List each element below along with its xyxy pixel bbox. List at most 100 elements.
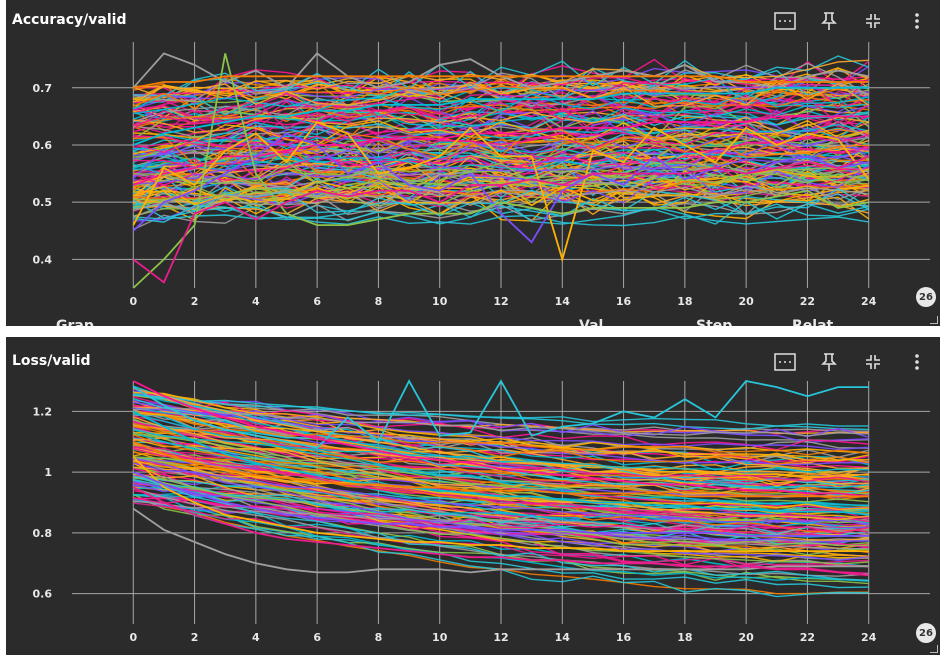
x-tick-label: 8: [375, 631, 383, 644]
collapse-icon[interactable]: [860, 8, 886, 34]
series-line: [132, 471, 869, 537]
run-line: [133, 97, 869, 129]
fit-domain-icon[interactable]: [772, 8, 798, 34]
run-line: [133, 85, 869, 109]
tick-labels: 0 2 4 6 8 10 12 14 16 18 20 22 240.60.811.2: [33, 405, 877, 644]
x-tick-label: 18: [677, 295, 692, 308]
run-line: [133, 497, 869, 535]
run-line: [133, 161, 869, 185]
run-line: [133, 422, 869, 456]
run-line: [133, 497, 869, 589]
x-tick-label: 0: [129, 631, 137, 644]
run-line: [133, 475, 869, 543]
run-line: [133, 394, 869, 427]
run-line: [133, 473, 869, 565]
resize-handle[interactable]: [930, 316, 938, 324]
x-tick-label: 2: [191, 295, 199, 308]
run-line: [133, 184, 870, 222]
chart-toolbar: [772, 349, 930, 375]
x-tick-label: 4: [252, 295, 260, 308]
x-tick-label: 8: [375, 295, 383, 308]
collapse-icon[interactable]: [860, 349, 886, 375]
run-line: [133, 176, 869, 216]
x-tick-label: 12: [493, 295, 508, 308]
resize-handle[interactable]: [930, 645, 938, 653]
chart-title: Accuracy/valid: [12, 12, 127, 28]
run-line: [133, 146, 869, 184]
tick-labels: 0 2 4 6 8 10 12 14 16 18 20 22 240.40.50.60.7: [33, 82, 877, 308]
pin-icon[interactable]: [816, 349, 842, 375]
more-vert-icon[interactable]: [904, 349, 930, 375]
x-tick-label: 2: [191, 631, 199, 644]
run-line: [133, 434, 869, 533]
run-line: [133, 437, 869, 474]
accuracy-plot[interactable]: 0 2 4 6 8 10 12 14 16 18 20 22 240.40.50.60.7: [6, 0, 940, 326]
run-line: [132, 136, 870, 180]
series-lines: [132, 52, 870, 289]
run-line: [132, 187, 870, 219]
pin-icon[interactable]: [816, 8, 842, 34]
run-line: [133, 112, 869, 152]
run-line: [133, 111, 869, 134]
run-line: [133, 459, 869, 560]
x-tick-label: 6: [313, 295, 321, 308]
run-line: [133, 486, 869, 514]
step-badge[interactable]: 26: [916, 287, 936, 307]
x-tick-label: 10: [432, 631, 448, 644]
run-line: [133, 193, 870, 219]
y-tick-label: 0.5: [33, 196, 53, 209]
run-line: [133, 416, 869, 521]
run-line: [133, 172, 869, 186]
series-line: [133, 75, 869, 89]
truncated-header: Val: [579, 318, 604, 326]
series-line: [132, 121, 870, 263]
series-line: [132, 379, 869, 449]
run-line: [133, 463, 869, 536]
x-tick-label: 14: [555, 631, 571, 644]
y-tick-label: 1: [44, 466, 52, 479]
run-line: [133, 406, 869, 437]
run-line: [133, 132, 869, 154]
x-tick-label: 24: [861, 295, 877, 308]
y-tick-label: 0.8: [33, 527, 53, 540]
x-tick-label: 20: [738, 295, 754, 308]
y-tick-label: 0.6: [33, 588, 53, 601]
x-tick-label: 18: [677, 631, 692, 644]
step-badge[interactable]: 26: [916, 623, 936, 643]
x-tick-label: 4: [252, 631, 260, 644]
x-tick-label: 22: [800, 631, 815, 644]
run-line: [133, 448, 869, 523]
loss-plot[interactable]: 0 2 4 6 8 10 12 14 16 18 20 22 240.60.811.2: [6, 337, 940, 655]
x-tick-label: 16: [616, 295, 632, 308]
series-line: [132, 155, 870, 284]
truncated-header: Grap: [56, 318, 94, 326]
run-line: [133, 422, 869, 483]
run-line: [133, 500, 869, 536]
x-tick-label: 14: [555, 295, 571, 308]
series-line: [132, 486, 869, 577]
loss-chart-card: 0 2 4 6 8 10 12 14 16 18 20 22 24 0.6 0.8 1 1.2 Loss/val…: [6, 337, 940, 655]
run-line: [133, 410, 869, 479]
run-line: [133, 420, 869, 510]
run-line: [133, 459, 869, 511]
series-line: [132, 410, 869, 516]
run-line: [133, 446, 869, 520]
series-line: [132, 456, 869, 553]
run-line: [133, 55, 869, 97]
run-line: [133, 164, 870, 222]
y-tick-label: 0.7: [33, 82, 53, 95]
x-tick-label: 20: [738, 631, 754, 644]
accuracy-chart-card: 0 2 4 6 8 10 12 14 16 18 20 22 24 0.4 0.5 0.6 0.7 Accura…: [6, 0, 940, 326]
x-tick-label: 0: [129, 295, 137, 308]
run-line: [133, 181, 869, 215]
fit-domain-icon[interactable]: [772, 349, 798, 375]
run-line: [133, 190, 869, 216]
x-tick-label: 22: [800, 295, 815, 308]
run-line: [133, 476, 869, 547]
x-tick-label: 24: [861, 631, 877, 644]
run-line: [133, 81, 870, 107]
series-lines: [132, 379, 869, 598]
run-line: [133, 432, 869, 503]
more-vert-icon[interactable]: [904, 8, 930, 34]
run-line: [133, 400, 869, 478]
